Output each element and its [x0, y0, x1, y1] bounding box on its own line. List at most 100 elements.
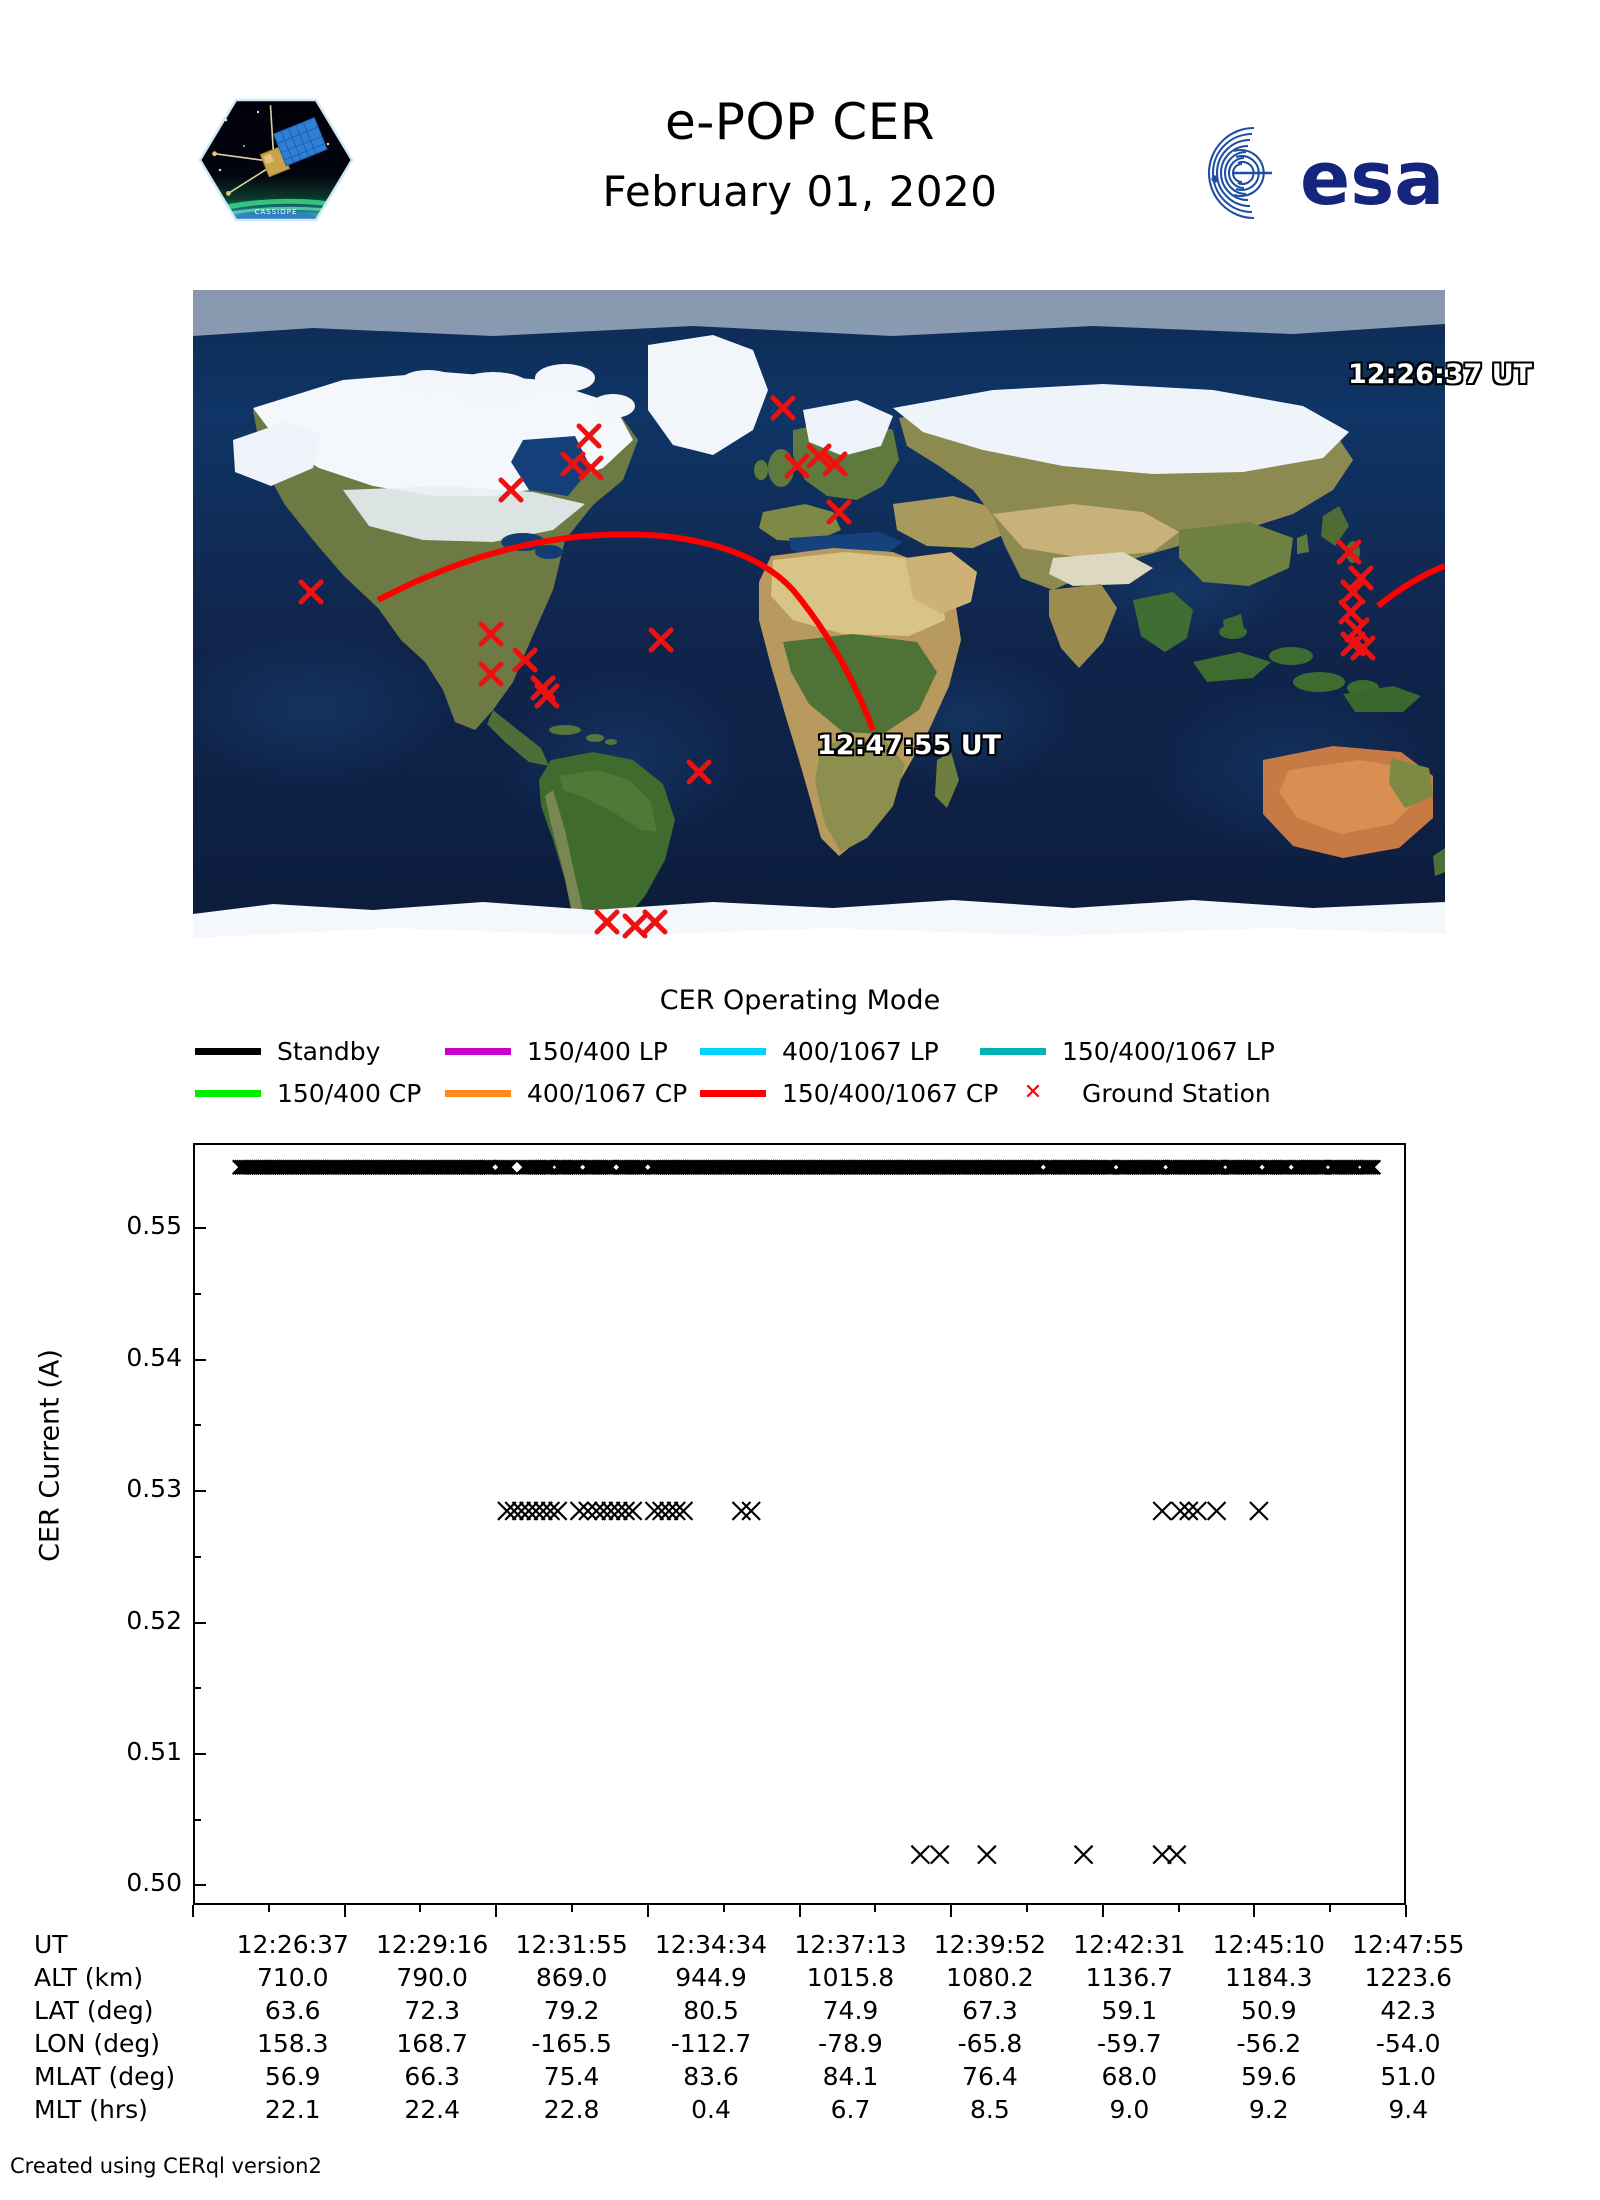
- table-row-label: UT: [34, 1930, 68, 1959]
- table-cell: 944.9: [675, 1963, 747, 1992]
- data-point-marker: [1098, 1159, 1114, 1175]
- data-point-marker: [1152, 1844, 1172, 1865]
- data-point-marker: [1363, 1159, 1380, 1175]
- table-cell: 9.4: [1388, 2095, 1429, 2124]
- y-axis-minor-tick: [193, 1424, 201, 1427]
- x-axis-minor-tick: [1025, 1905, 1028, 1912]
- table-row-label: ALT (km): [34, 1963, 144, 1992]
- cer-current-scatter-markers: [231, 1159, 1382, 1865]
- table-cell: 63.6: [264, 1996, 321, 2025]
- legend-row: 150/400 CP 400/1067 CP 150/400/1067 CP ✕ Gro…: [195, 1072, 1445, 1114]
- table-cell: 12:42:31: [1073, 1930, 1186, 1959]
- data-point-marker: [673, 1501, 694, 1521]
- legend-title: CER Operating Mode: [659, 985, 941, 1016]
- y-axis-tick-label: 0.54: [126, 1342, 182, 1372]
- table-cell: 1184.3: [1225, 1963, 1313, 1992]
- table-cell: 50.9: [1240, 1996, 1297, 2025]
- y-axis-tick-label: 0.50: [126, 1868, 182, 1898]
- data-point-marker: [599, 1159, 616, 1175]
- table-cell: 1136.7: [1085, 1963, 1174, 1992]
- satellite-ground-track-segment-2: [1376, 563, 1445, 609]
- y-axis-tick-label: 0.51: [126, 1736, 182, 1766]
- table-cell: 12:45:10: [1212, 1930, 1325, 1959]
- y-axis-tick-label: 0.55: [126, 1211, 182, 1241]
- table-cell: 790.0: [396, 1963, 468, 1992]
- table-cell: 79.2: [543, 1996, 600, 2025]
- data-point-marker: [540, 1501, 561, 1521]
- ephemeris-table: UT 12:26:37 12:29:16 12:31:55 12:34:34 12:37:…: [28, 1928, 1478, 2126]
- table-cell: 59.6: [1240, 2062, 1297, 2091]
- data-point-marker: [666, 1501, 686, 1521]
- x-axis-tick: [343, 1905, 346, 1917]
- legend-color-swatch: [700, 1047, 766, 1055]
- footer-credit: Created using CERql version2: [10, 2154, 322, 2178]
- y-axis-minor-tick: [193, 1687, 201, 1690]
- legend-label: 150/400 CP: [277, 1078, 422, 1108]
- y-axis-tick: [193, 1884, 206, 1887]
- data-point-marker: [481, 1159, 497, 1175]
- x-axis-tick: [646, 1905, 649, 1917]
- legend-entry-150-400-lp: 150/400 LP: [445, 1037, 700, 1066]
- data-point-marker: [504, 1501, 524, 1521]
- title-block: e-POP CER February 01, 2020: [400, 96, 1200, 216]
- data-point-marker: [1149, 1159, 1166, 1175]
- table-cell: 168.7: [396, 2029, 468, 2058]
- table-cell: 9.0: [1109, 2095, 1150, 2124]
- world-map-panel[interactable]: 12:47:55 UT: [193, 290, 1445, 973]
- x-axis-tick: [798, 1905, 801, 1917]
- data-point-marker: [1273, 1159, 1289, 1175]
- table-row: ALT (km) 710.0 790.0 869.0 944.9 1015.8 1080.2…: [28, 1961, 1478, 1994]
- cer-current-plot[interactable]: [193, 1143, 1406, 1905]
- map-start-time-label: 12:26:37 UT: [1348, 359, 1533, 390]
- legend-label: 150/400/1067 CP: [782, 1078, 999, 1108]
- x-axis-tick: [495, 1905, 498, 1917]
- data-point-marker: [631, 1159, 648, 1175]
- data-point-marker: [1246, 1159, 1262, 1175]
- ground-station-marker-icon: ✕: [1023, 1080, 1043, 1105]
- table-row-label: MLAT (deg): [34, 2062, 176, 2091]
- legend-label: Standby: [277, 1036, 381, 1066]
- table-cell: 80.5: [683, 1996, 739, 2025]
- data-point-marker: [533, 1501, 553, 1521]
- legend-label: 400/1067 CP: [527, 1078, 688, 1108]
- legend-label: 150/400/1067 LP: [1062, 1036, 1275, 1066]
- x-axis-minor-tick: [267, 1905, 270, 1912]
- data-point-marker: [1359, 1159, 1375, 1175]
- y-axis-tick: [193, 1490, 206, 1493]
- table-cell: 22.8: [543, 2095, 600, 2124]
- data-point-marker: [478, 1159, 495, 1175]
- table-row: MLAT (deg) 56.9 66.3 75.4 83.6 84.1 76.4 68.0 59…: [28, 2060, 1478, 2093]
- table-cell: 68.0: [1101, 2062, 1158, 2091]
- data-point-marker: [910, 1844, 931, 1865]
- x-axis-tick: [192, 1905, 194, 1917]
- y-axis-tick: [193, 1227, 206, 1230]
- legend-color-swatch: [980, 1047, 1046, 1055]
- data-point-marker: [1027, 1159, 1043, 1175]
- data-point-marker: [593, 1501, 614, 1521]
- data-point-marker: [1361, 1159, 1377, 1175]
- table-cell: 12:47:55: [1352, 1930, 1465, 1959]
- legend-label: 400/1067 LP: [782, 1036, 939, 1066]
- table-row: MLT (hrs) 22.1 22.4 22.8 0.4 6.7 8.5 9.0 9.2 9.4: [28, 2093, 1478, 2126]
- data-point-marker: [929, 1844, 950, 1865]
- table-cell: 6.7: [830, 2095, 871, 2124]
- table-row: LAT (deg) 63.6 72.3 79.2 80.5 74.9 67.3 59.1 50.…: [28, 1994, 1478, 2027]
- x-axis-tick: [1253, 1905, 1256, 1917]
- ground-station-markers: [298, 395, 1376, 939]
- table-row: LON (deg) 158.3 168.7 -165.5 -112.7 -78.9 -65.…: [28, 2027, 1478, 2060]
- table-row: UT 12:26:37 12:29:16 12:31:55 12:34:34 12:37:…: [28, 1928, 1478, 1961]
- page-date: February 01, 2020: [602, 166, 998, 216]
- svg-text:CASSIOPE: CASSIOPE: [255, 208, 298, 216]
- legend-entry-150-400-1067-cp: 150/400/1067 CP: [700, 1079, 1000, 1108]
- data-point-marker: [615, 1501, 636, 1521]
- legend-entry-standby: Standby: [195, 1037, 445, 1066]
- table-cell: 74.9: [822, 1996, 879, 2025]
- data-point-marker: [518, 1501, 539, 1521]
- esa-wordmark: esa: [1300, 136, 1444, 222]
- table-cell: 22.1: [264, 2095, 321, 2124]
- data-point-marker: [1310, 1159, 1326, 1175]
- data-point-marker: [608, 1501, 628, 1521]
- table-cell: 12:34:34: [654, 1930, 768, 1959]
- data-point-marker: [977, 1844, 997, 1865]
- data-point-marker: [500, 1159, 516, 1175]
